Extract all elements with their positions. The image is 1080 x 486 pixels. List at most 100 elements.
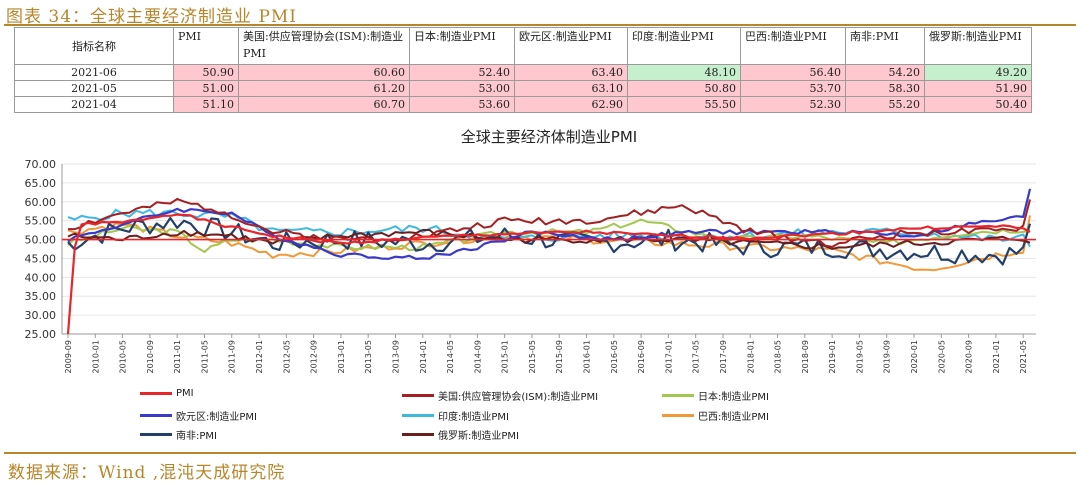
x-tick-label: 2011-01 [173,340,182,373]
x-tick-label: 2014-01 [419,340,428,373]
x-tick-label: 2011-05 [200,340,209,373]
y-tick-label: 35.00 [25,290,57,303]
x-tick-label: 2020-05 [937,340,946,373]
legend-item: 俄罗斯:制造业PMI [402,427,519,442]
series-line [66,213,1031,335]
cell: 60.70 [238,96,410,113]
legend-item: PMI [140,388,194,399]
x-tick-label: 2015-05 [528,340,537,373]
chart-title: 全球主要经济体制造业PMI [461,128,637,146]
y-tick-label: 55.00 [25,215,57,228]
x-tick-label: 2018-09 [801,340,810,373]
cell: 56.40 [740,64,846,81]
cell: 63.10 [514,80,628,97]
bottom-rule [4,452,1076,454]
x-tick-label: 2012-01 [255,340,264,373]
y-tick-label: 50.00 [25,234,57,247]
cell: 61.20 [238,80,410,97]
x-tick-label: 2018-05 [774,340,783,373]
x-tick-label: 2019-05 [855,340,864,373]
cell: 54.20 [845,64,925,81]
legend-item: 欧元区:制造业PMI [140,408,257,423]
y-tick-label: 65.00 [25,177,57,190]
cell: 48.10 [627,64,741,81]
legend-label: 印度:制造业PMI [438,412,509,423]
x-tick-label: 2020-09 [965,340,974,373]
chart-legend: PMI 美国:供应管理协会(ISM):制造业PMI 日本:制造业PMI 欧元区:制造业… [0,380,1080,450]
legend-label: 南非:PMI [176,431,217,442]
x-tick-label: 2013-09 [391,340,400,373]
x-tick-label: 2021-01 [992,340,1001,373]
x-tick-label: 2020-01 [910,340,919,373]
series-line [67,229,1031,250]
cell: 53.70 [740,80,846,97]
legend-swatch [662,394,694,397]
x-tick-label: 2016-01 [583,340,592,373]
legend-swatch [402,394,434,397]
x-tick-label: 2017-01 [664,340,673,373]
legend-label: 美国:供应管理协会(ISM):制造业PMI [438,392,599,403]
row-date: 2021-05 [14,80,174,97]
row-date: 2021-06 [14,64,174,81]
legend-swatch [140,414,172,417]
x-tick-label: 2010-09 [146,340,155,373]
y-tick-label: 25.00 [25,328,57,341]
table-row: 2021-06 50.90 60.60 52.40 63.40 48.10 56… [14,64,1032,81]
cell: 58.30 [845,80,925,97]
header-eurozone: 欧元区:制造业PMI [514,27,628,65]
figure-title: 图表 34：全球主要经济制造业 PMI [6,7,297,27]
cell: 53.60 [409,96,515,113]
y-tick-label: 40.00 [25,271,57,284]
x-tick-label: 2009-09 [64,340,73,373]
legend-swatch [402,414,434,417]
x-tick-label: 2016-09 [637,340,646,373]
header-brazil: 巴西:制造业PMI [740,27,846,65]
cell: 55.50 [627,96,741,113]
legend-label: 日本:制造业PMI [698,392,769,403]
pmi-table: 指标名称 PMI 美国:供应管理协会(ISM):制造业PMI 日本:制造业PMI… [14,27,1032,113]
cell: 55.20 [845,96,925,113]
x-tick-label: 2012-05 [282,340,291,373]
table-row: 2021-04 51.10 60.70 53.60 62.90 55.50 52… [14,96,1032,113]
series-line [67,215,1031,272]
header-pmi: PMI [173,27,239,65]
x-tick-label: 2013-01 [337,340,346,373]
x-tick-label: 2010-01 [91,340,100,373]
x-tick-label: 2014-05 [446,340,455,373]
x-tick-label: 2017-05 [692,340,701,373]
legend-item: 巴西:制造业PMI [662,408,769,423]
header-indicator: 指标名称 [14,27,174,65]
legend-label: 俄罗斯:制造业PMI [438,431,519,442]
x-tick-label: 2010-05 [119,340,128,373]
cell: 49.20 [924,64,1032,81]
cell: 53.00 [409,80,515,97]
x-tick-label: 2019-09 [883,340,892,373]
header-india: 印度:制造业PMI [627,27,741,65]
cell: 51.90 [924,80,1032,97]
legend-item: 南非:PMI [140,427,217,442]
y-tick-label: 30.00 [25,309,57,322]
x-tick-label: 2016-05 [610,340,619,373]
cell: 62.90 [514,96,628,113]
header-russia: 俄罗斯:制造业PMI [924,27,1032,65]
x-tick-label: 2015-01 [501,340,510,373]
header-south-africa: 南非:PMI [845,27,925,65]
cell: 51.00 [173,80,239,97]
cell: 51.10 [173,96,239,113]
cell: 60.60 [238,64,410,81]
x-tick-label: 2011-09 [228,340,237,373]
legend-item: 日本:制造业PMI [662,388,769,403]
x-tick-label: 2018-01 [746,340,755,373]
table-header-row: 指标名称 PMI 美国:供应管理协会(ISM):制造业PMI 日本:制造业PMI… [14,27,1032,65]
legend-label: 欧元区:制造业PMI [176,412,257,423]
x-tick-label: 2017-09 [719,340,728,373]
legend-label: PMI [176,388,194,399]
legend-item: 印度:制造业PMI [402,408,509,423]
cell: 52.40 [409,64,515,81]
x-tick-label: 2021-05 [1019,340,1028,373]
legend-label: 巴西:制造业PMI [698,412,769,423]
pmi-line-chart: 全球主要经济体制造业PMI 25.00 30.00 35.00 40.00 45.00 50… [25,128,1036,373]
legend-swatch [662,414,694,417]
legend-item: 美国:供应管理协会(ISM):制造业PMI [402,388,598,403]
x-tick-label: 2015-09 [555,340,564,373]
